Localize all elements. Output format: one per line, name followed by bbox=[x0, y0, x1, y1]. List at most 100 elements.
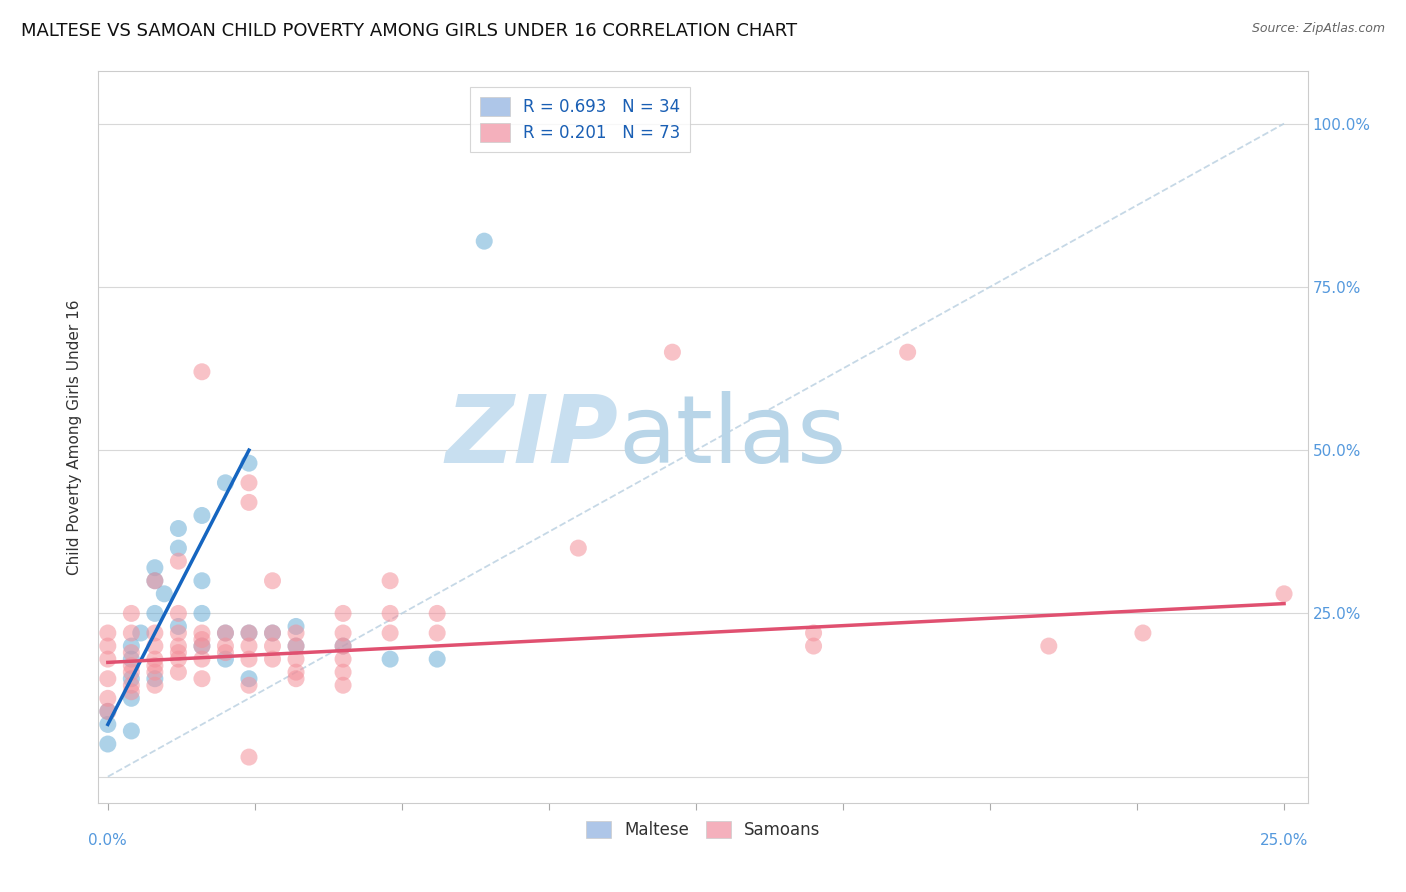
Point bbox=[1038, 639, 1060, 653]
Point bbox=[661, 345, 683, 359]
Point bbox=[191, 607, 214, 621]
Point bbox=[97, 672, 120, 686]
Point bbox=[167, 639, 190, 653]
Point bbox=[803, 626, 825, 640]
Point bbox=[262, 626, 284, 640]
Point bbox=[426, 607, 449, 621]
Point bbox=[167, 607, 190, 621]
Point bbox=[332, 652, 354, 666]
Point bbox=[262, 574, 284, 588]
Point bbox=[285, 639, 308, 653]
Point bbox=[378, 652, 401, 666]
Point bbox=[238, 495, 260, 509]
Point bbox=[167, 646, 190, 660]
Point bbox=[143, 607, 166, 621]
Point bbox=[97, 639, 120, 653]
Point bbox=[143, 626, 166, 640]
Point bbox=[97, 691, 120, 706]
Text: 0.0%: 0.0% bbox=[89, 833, 127, 848]
Point bbox=[120, 607, 142, 621]
Point bbox=[238, 626, 260, 640]
Point bbox=[143, 678, 166, 692]
Point bbox=[285, 672, 308, 686]
Text: ZIP: ZIP bbox=[446, 391, 619, 483]
Point bbox=[285, 665, 308, 680]
Point bbox=[262, 626, 284, 640]
Point bbox=[332, 639, 354, 653]
Point bbox=[120, 665, 142, 680]
Point bbox=[97, 705, 120, 719]
Point bbox=[191, 639, 214, 653]
Point bbox=[285, 639, 308, 653]
Point bbox=[238, 626, 260, 640]
Point bbox=[120, 678, 142, 692]
Point bbox=[238, 456, 260, 470]
Y-axis label: Child Poverty Among Girls Under 16: Child Poverty Among Girls Under 16 bbox=[67, 300, 83, 574]
Point bbox=[191, 672, 214, 686]
Point bbox=[143, 574, 166, 588]
Point bbox=[191, 639, 214, 653]
Point bbox=[167, 652, 190, 666]
Point bbox=[378, 607, 401, 621]
Point bbox=[167, 626, 190, 640]
Point bbox=[143, 665, 166, 680]
Point bbox=[191, 632, 214, 647]
Text: Source: ZipAtlas.com: Source: ZipAtlas.com bbox=[1251, 22, 1385, 36]
Point bbox=[167, 541, 190, 555]
Point bbox=[238, 750, 260, 764]
Point bbox=[97, 737, 120, 751]
Point bbox=[378, 574, 401, 588]
Point bbox=[214, 475, 236, 490]
Point bbox=[426, 626, 449, 640]
Text: 25.0%: 25.0% bbox=[1260, 833, 1308, 848]
Point bbox=[472, 234, 495, 248]
Point bbox=[97, 705, 120, 719]
Point bbox=[191, 508, 214, 523]
Point bbox=[262, 652, 284, 666]
Point bbox=[285, 619, 308, 633]
Point bbox=[214, 626, 236, 640]
Point bbox=[332, 665, 354, 680]
Point bbox=[167, 619, 190, 633]
Point bbox=[120, 723, 142, 738]
Point bbox=[214, 626, 236, 640]
Point bbox=[129, 626, 152, 640]
Point bbox=[191, 626, 214, 640]
Point bbox=[332, 678, 354, 692]
Point bbox=[120, 646, 142, 660]
Point bbox=[214, 639, 236, 653]
Point bbox=[191, 365, 214, 379]
Point bbox=[1272, 587, 1295, 601]
Point bbox=[1132, 626, 1154, 640]
Point bbox=[214, 646, 236, 660]
Point bbox=[120, 685, 142, 699]
Point bbox=[332, 639, 354, 653]
Legend: Maltese, Samoans: Maltese, Samoans bbox=[579, 814, 827, 846]
Point bbox=[238, 639, 260, 653]
Point bbox=[120, 652, 142, 666]
Point bbox=[567, 541, 589, 555]
Point bbox=[803, 639, 825, 653]
Point bbox=[167, 554, 190, 568]
Point bbox=[426, 652, 449, 666]
Text: atlas: atlas bbox=[619, 391, 846, 483]
Point bbox=[332, 626, 354, 640]
Point bbox=[238, 475, 260, 490]
Point bbox=[238, 678, 260, 692]
Point bbox=[143, 560, 166, 574]
Point bbox=[238, 652, 260, 666]
Point bbox=[214, 652, 236, 666]
Point bbox=[378, 626, 401, 640]
Point bbox=[238, 672, 260, 686]
Point bbox=[120, 691, 142, 706]
Point bbox=[97, 717, 120, 731]
Text: MALTESE VS SAMOAN CHILD POVERTY AMONG GIRLS UNDER 16 CORRELATION CHART: MALTESE VS SAMOAN CHILD POVERTY AMONG GI… bbox=[21, 22, 797, 40]
Point bbox=[332, 607, 354, 621]
Point bbox=[97, 626, 120, 640]
Point bbox=[120, 672, 142, 686]
Point bbox=[285, 626, 308, 640]
Point bbox=[191, 652, 214, 666]
Point bbox=[897, 345, 920, 359]
Point bbox=[167, 665, 190, 680]
Point bbox=[262, 639, 284, 653]
